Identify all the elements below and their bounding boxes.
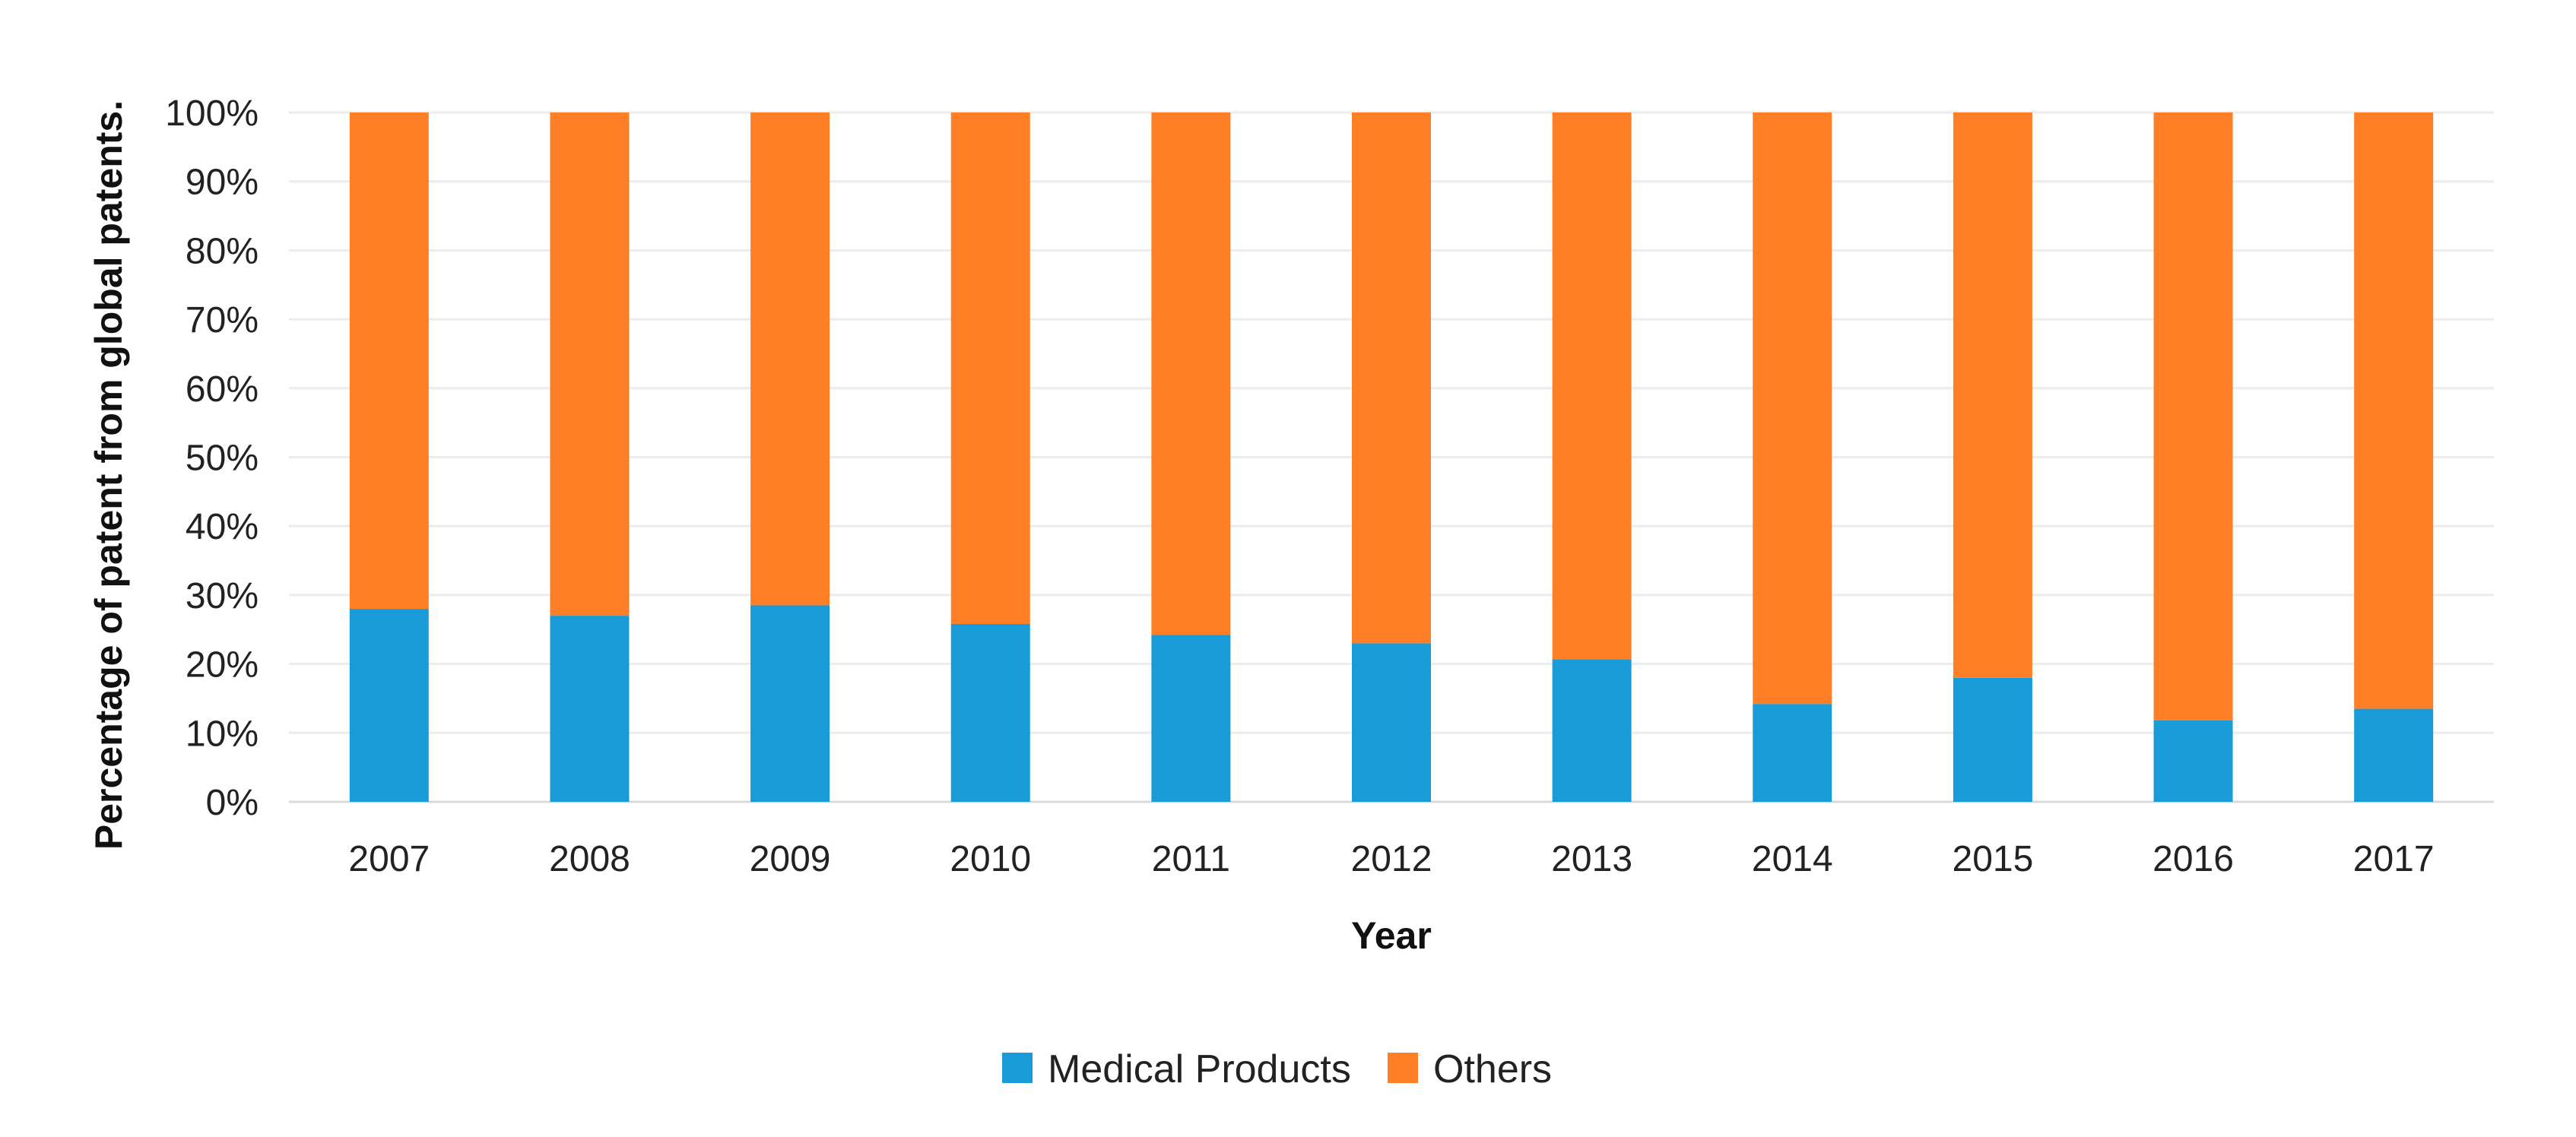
bar-medical-products-2009 [750, 605, 830, 802]
y-tick-label: 60% [186, 369, 259, 410]
bar-medical-products-2012 [1352, 643, 1431, 802]
x-tick-label: 2017 [2353, 839, 2435, 879]
legend-swatch-medical-products [1002, 1053, 1033, 1083]
x-tick-label: 2009 [750, 839, 831, 879]
bar-others-2011 [1151, 112, 1231, 635]
y-tick-label: 40% [186, 507, 259, 547]
x-tick-label: 2015 [1953, 839, 2034, 879]
y-tick-label: 70% [186, 300, 259, 340]
bar-medical-products-2011 [1151, 635, 1231, 802]
legend-swatch-others [1388, 1053, 1418, 1083]
bar-medical-products-2007 [349, 609, 429, 802]
bar-others-2009 [750, 112, 830, 606]
bar-others-2015 [1953, 112, 2032, 678]
y-tick-label: 50% [186, 439, 259, 479]
bar-medical-products-2015 [1953, 677, 2032, 802]
x-tick-label: 2012 [1351, 839, 1432, 879]
legend-label-medical-products: Medical Products [1048, 1047, 1351, 1091]
x-tick-label: 2010 [950, 839, 1031, 879]
x-tick-label: 2008 [549, 839, 630, 879]
y-tick-label: 30% [186, 576, 259, 616]
y-tick-label: 100% [165, 93, 259, 134]
bar-medical-products-2017 [2354, 708, 2434, 802]
y-axis-ticks: 0% 10% 20% 30% 40% 50% 60% 70% 80% 90% 100% [165, 93, 259, 823]
y-axis-title: Percentage of patent from global patents… [87, 100, 130, 850]
bar-others-2007 [349, 112, 429, 610]
x-tick-label: 2007 [348, 839, 430, 879]
bar-others-2016 [2153, 112, 2233, 721]
x-tick-label: 2011 [1152, 839, 1230, 879]
x-tick-label: 2013 [1551, 839, 1632, 879]
legend: Medical Products Others [1002, 1047, 1552, 1091]
legend-label-others: Others [1433, 1047, 1552, 1091]
bar-medical-products-2010 [950, 623, 1030, 802]
bar-medical-products-2013 [1552, 659, 1632, 802]
y-tick-label: 10% [186, 714, 259, 754]
bar-medical-products-2014 [1753, 704, 1832, 802]
y-tick-label: 0% [206, 783, 259, 823]
bar-medical-products-2016 [2153, 720, 2233, 802]
bars [349, 112, 2434, 802]
bar-others-2013 [1552, 112, 1632, 660]
x-axis-title: Year [1351, 914, 1432, 957]
x-tick-label: 2014 [1752, 839, 1833, 879]
y-tick-label: 20% [186, 645, 259, 686]
y-tick-label: 80% [186, 231, 259, 271]
bar-others-2014 [1753, 112, 1832, 705]
bar-others-2008 [550, 112, 630, 616]
bar-others-2017 [2354, 112, 2434, 709]
x-tick-label: 2016 [2152, 839, 2234, 879]
bar-others-2012 [1352, 112, 1431, 644]
y-tick-label: 90% [186, 163, 259, 203]
x-axis-ticks: 2007 2008 2009 2010 2011 2012 2013 2014 2015 2016… [348, 839, 2434, 879]
bar-medical-products-2008 [550, 616, 630, 802]
bar-others-2010 [950, 112, 1030, 624]
